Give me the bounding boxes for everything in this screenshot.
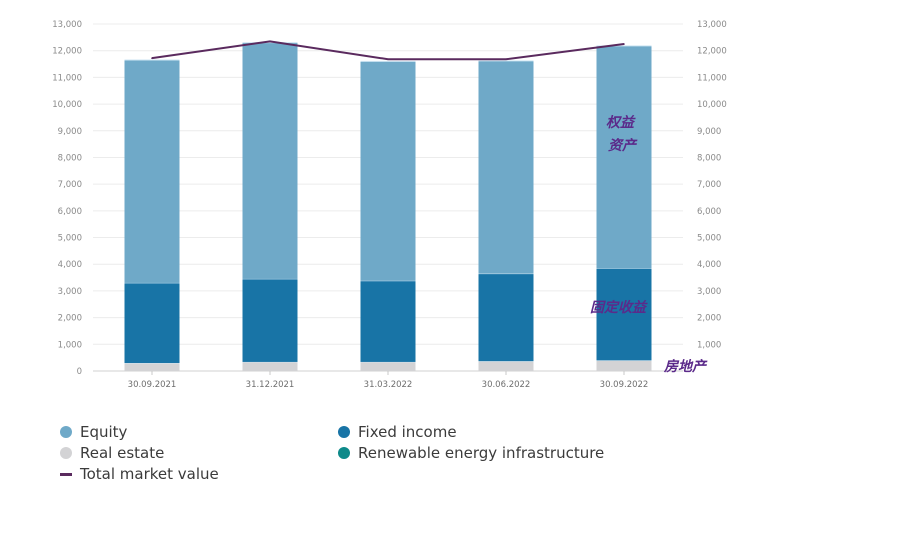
bar-fixed-income [242, 278, 298, 362]
bar-real-estate [596, 360, 652, 371]
y-tick-label-right: 9,000 [697, 127, 721, 137]
legend-marker-renewable-energy [338, 447, 350, 459]
x-tick-label: 30.09.2022 [600, 380, 649, 390]
legend-marker-real-estate [60, 447, 72, 459]
y-tick-label-left: 6,000 [58, 207, 82, 217]
stacked-bar-chart: 0 1,000 2,000 3,000 4,000 5,000 6,000 7,000 8,00… [52, 20, 727, 390]
x-tick-label: 31.12.2021 [246, 380, 295, 390]
y-axis-right: 1,000 2,000 3,000 4,000 5,000 6,000 7,000 8,000… [697, 20, 727, 350]
x-axis: 30.09.2021 31.12.2021 31.03.2022 30.06.2022… [128, 371, 649, 390]
y-tick-label-left: 12,000 [52, 47, 82, 57]
y-tick-label-right: 8,000 [697, 153, 721, 163]
y-tick-label-left: 11,000 [52, 73, 82, 83]
y-tick-label-right: 12,000 [697, 47, 727, 57]
y-tick-label-left: 8,000 [58, 153, 82, 163]
x-tick-label: 30.09.2021 [128, 380, 177, 390]
y-tick-label-left: 2,000 [58, 314, 82, 324]
y-tick-label-right: 6,000 [697, 207, 721, 217]
y-axis-left: 0 1,000 2,000 3,000 4,000 5,000 6,000 7,000 8,00… [52, 20, 82, 377]
y-tick-label-left: 4,000 [58, 260, 82, 270]
y-tick-label-left: 10,000 [52, 100, 82, 110]
y-tick-label-left: 3,000 [58, 287, 82, 297]
y-tick-label-right: 13,000 [697, 20, 727, 30]
bar-equity [360, 61, 416, 281]
legend-marker-equity [60, 426, 72, 438]
y-tick-label-right: 4,000 [697, 260, 721, 270]
y-tick-label-right: 10,000 [697, 100, 727, 110]
y-tick-label-left: 0 [77, 367, 82, 377]
bar-fixed-income [596, 268, 652, 361]
y-tick-label-left: 7,000 [58, 180, 82, 190]
x-tick-label: 30.06.2022 [482, 380, 531, 390]
legend-label: Renewable energy infrastructure [358, 444, 605, 462]
bar-equity [124, 60, 180, 283]
legend-item-real-estate[interactable]: Real estate [60, 444, 164, 462]
legend-item-fixed-income[interactable]: Fixed income [338, 423, 457, 441]
annotation-equity-line2: 资产 [608, 137, 638, 154]
y-tick-label-right: 11,000 [697, 73, 727, 83]
legend-label: Fixed income [358, 423, 457, 441]
bar-fixed-income [478, 273, 534, 362]
annotation-real-estate: 房地产 [663, 358, 708, 375]
line-point [269, 40, 271, 43]
line-point [623, 43, 625, 45]
bar-equity [478, 60, 534, 274]
y-tick-label-left: 1,000 [58, 340, 82, 350]
bar-real-estate [360, 361, 416, 371]
y-tick-label-right: 3,000 [697, 287, 721, 297]
legend-item-renewable-energy[interactable]: Renewable energy infrastructure [338, 444, 604, 462]
x-tick-label: 31.03.2022 [364, 380, 413, 390]
legend-label: Equity [80, 423, 128, 441]
legend-item-total-market-value[interactable]: Total market value [60, 465, 219, 483]
bar-equity [242, 42, 298, 279]
legend-marker-total-market-value [60, 472, 72, 476]
y-tick-label-left: 5,000 [58, 234, 82, 244]
y-tick-label-left: 13,000 [52, 20, 82, 30]
annotations: 权益 资产 固定收益 房地产 [590, 114, 708, 375]
y-tick-label-right: 5,000 [697, 234, 721, 244]
legend-marker-fixed-income [338, 426, 350, 438]
annotation-fixed-income: 固定收益 [590, 299, 648, 316]
bar-fixed-income [124, 282, 180, 363]
bar-fixed-income [360, 280, 416, 362]
legend-item-equity[interactable]: Equity [60, 423, 127, 441]
bar-real-estate [124, 362, 180, 371]
legend-label: Real estate [80, 444, 165, 462]
bar-equity [596, 45, 652, 269]
annotation-equity-line1: 权益 [606, 114, 636, 131]
line-point [151, 57, 153, 59]
y-tick-label-right: 2,000 [697, 314, 721, 324]
y-tick-label-right: 1,000 [697, 340, 721, 350]
legend-label: Total market value [80, 465, 219, 483]
line-point [387, 58, 389, 61]
y-tick-label-right: 7,000 [697, 180, 721, 190]
bars [124, 42, 652, 371]
total-market-value-line [151, 40, 625, 61]
y-tick-label-left: 9,000 [58, 127, 82, 137]
bar-real-estate [478, 361, 534, 371]
line-point [505, 58, 507, 61]
bar-real-estate [242, 361, 298, 371]
